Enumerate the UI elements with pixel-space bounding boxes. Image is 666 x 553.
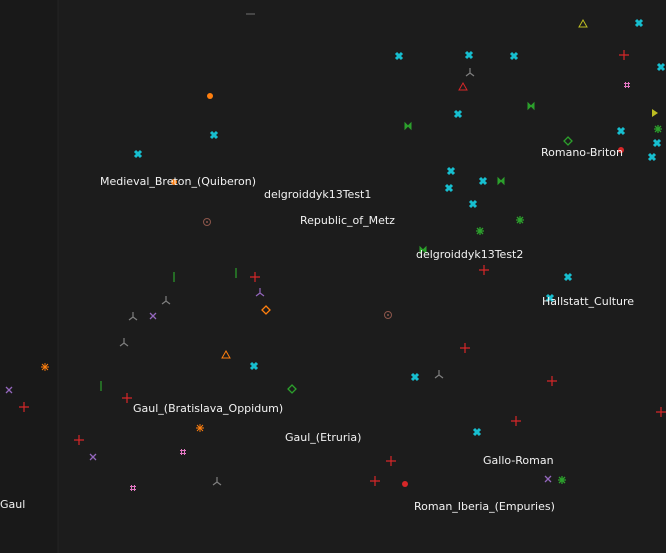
- marker: [209, 130, 219, 140]
- marker: [402, 481, 408, 487]
- marker: [128, 312, 138, 321]
- marker: [410, 372, 420, 382]
- point-label: delgroiddyk13Test2: [416, 248, 523, 261]
- marker: [578, 18, 588, 28]
- marker: [250, 272, 260, 282]
- marker: [478, 176, 488, 186]
- marker: [652, 109, 658, 117]
- marker: [563, 272, 573, 282]
- point-label: Roman_Iberia_(Empuries): [414, 500, 555, 513]
- marker: [511, 416, 521, 426]
- point-label: Gallo-Roman: [483, 454, 554, 467]
- marker: [171, 179, 177, 185]
- labels: Medieval_Breton_(Quiberon) delgroiddyk13T…: [0, 146, 634, 513]
- marker: [634, 18, 644, 28]
- marker: [287, 384, 297, 394]
- marker: [119, 338, 129, 347]
- marker: [654, 125, 662, 133]
- marker: [468, 199, 478, 209]
- point-label: Gaul_(Bratislava_Oppidum): [133, 402, 283, 415]
- point-label: Hallstatt_Culture: [542, 295, 634, 308]
- marker: [563, 136, 573, 146]
- marker: [476, 227, 484, 235]
- point-label: Medieval_Breton_(Quiberon): [100, 175, 256, 188]
- marker: [261, 305, 271, 315]
- marker: [387, 314, 389, 316]
- marker: [74, 435, 84, 445]
- marker: [618, 147, 624, 153]
- marker: [221, 349, 231, 359]
- marker: [619, 50, 629, 60]
- marker: [370, 476, 380, 486]
- marker: [149, 312, 157, 320]
- marker: [384, 311, 392, 319]
- marker: [458, 81, 468, 91]
- marker: [89, 453, 97, 461]
- point-label: delgroiddyk13Test1: [264, 188, 371, 201]
- marker: [434, 370, 444, 379]
- marker: [624, 82, 630, 88]
- point-label: Gaul: [0, 498, 25, 511]
- marker: [545, 293, 555, 303]
- marker: [5, 386, 13, 394]
- marker: [444, 183, 454, 193]
- marker: [196, 424, 204, 432]
- marker: [544, 475, 552, 483]
- marker: [255, 288, 265, 297]
- marker: [161, 296, 171, 305]
- marker: [130, 485, 136, 491]
- marker: [509, 51, 519, 61]
- marker: [206, 221, 208, 223]
- marker: [249, 361, 259, 371]
- marker: [19, 402, 29, 412]
- marker: [647, 152, 657, 162]
- marker: [122, 393, 132, 403]
- marker: [656, 407, 666, 417]
- marker: [547, 376, 557, 386]
- marker: [180, 449, 186, 455]
- marker: [212, 477, 222, 486]
- marker: [465, 68, 475, 77]
- marker: [472, 427, 482, 437]
- marker: [464, 50, 474, 60]
- marker: [203, 218, 211, 226]
- marker: [460, 343, 470, 353]
- marker: [656, 62, 666, 72]
- markers: [5, 18, 666, 491]
- marker: [516, 216, 524, 224]
- marker: [394, 51, 404, 61]
- point-label: Republic_of_Metz: [300, 214, 395, 227]
- marker: [497, 176, 505, 186]
- marker: [419, 245, 427, 255]
- marker: [527, 101, 535, 111]
- marker: [207, 93, 213, 99]
- point-label: Romano-Briton: [541, 146, 623, 159]
- marker: [386, 456, 396, 466]
- marker: [479, 265, 489, 275]
- marker: [133, 149, 143, 159]
- marker: [616, 126, 626, 136]
- side-panel: [0, 0, 58, 553]
- marker: [446, 166, 456, 176]
- point-label: Gaul_(Etruria): [285, 431, 361, 444]
- marker: [558, 476, 566, 484]
- marker: [652, 138, 662, 148]
- marker: [453, 109, 463, 119]
- marker: [404, 121, 412, 131]
- marker: [41, 363, 49, 371]
